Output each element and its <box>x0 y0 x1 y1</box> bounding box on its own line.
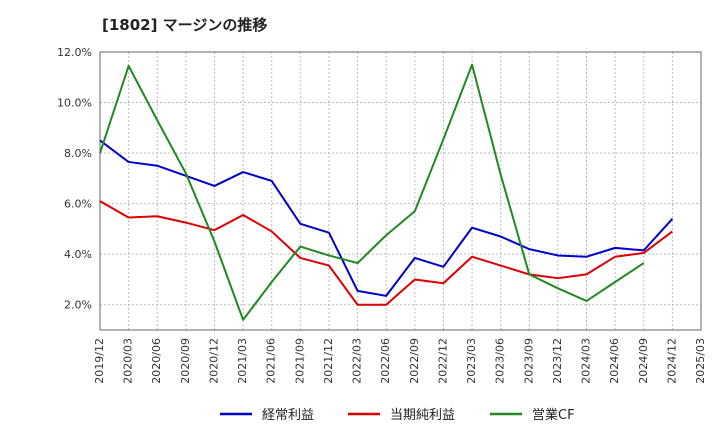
y-axis: 2.0% 4.0% 6.0% 8.0% 10.0% 12.0% <box>57 46 92 312</box>
legend: 経常利益 当期純利益 営業CF <box>220 407 575 423</box>
x-tick-label: 2024/09 <box>637 338 650 384</box>
x-tick-label: 2021/06 <box>265 338 278 384</box>
x-tick-label: 2020/03 <box>122 338 135 384</box>
x-tick-label: 2023/09 <box>522 338 535 384</box>
x-tick-label: 2023/03 <box>465 338 478 384</box>
chart-title: [1802] マージンの推移 <box>102 16 267 34</box>
y-tick-label: 6.0% <box>64 198 92 211</box>
series-line-経常利益 <box>99 139 674 297</box>
y-tick-label: 8.0% <box>64 147 92 160</box>
x-tick-label: 2021/03 <box>236 338 249 384</box>
x-tick-label: 2022/03 <box>351 338 364 384</box>
x-tick-label: 2022/12 <box>436 338 449 384</box>
x-tick-label: 2022/06 <box>379 338 392 384</box>
x-tick-label: 2019/12 <box>93 338 106 384</box>
x-tick-label: 2023/06 <box>494 338 507 384</box>
legend-label: 当期純利益 <box>390 408 455 423</box>
y-tick-label: 10.0% <box>57 97 92 110</box>
series-line-営業CF <box>99 63 645 321</box>
series-lines <box>99 63 674 321</box>
y-tick-label: 4.0% <box>64 248 92 261</box>
legend-label: 営業CF <box>532 407 575 423</box>
y-tick-label: 2.0% <box>64 299 92 312</box>
series-line-当期純利益 <box>99 200 673 306</box>
legend-label: 経常利益 <box>262 408 314 423</box>
y-tick-label: 12.0% <box>57 46 92 59</box>
x-tick-label: 2020/12 <box>207 338 220 384</box>
x-tick-label: 2020/09 <box>179 338 192 384</box>
x-tick-label: 2022/09 <box>408 338 421 384</box>
grid-lines <box>99 51 702 330</box>
x-tick-label: 2025/03 <box>694 338 707 384</box>
x-tick-label: 2024/03 <box>580 338 593 384</box>
x-tick-label: 2024/12 <box>665 338 678 384</box>
x-tick-label: 2021/12 <box>322 338 335 384</box>
plot-frame <box>99 51 702 331</box>
x-tick-label: 2023/12 <box>551 338 564 384</box>
x-tick-label: 2021/09 <box>293 338 306 384</box>
x-tick-label: 2020/06 <box>150 338 163 384</box>
x-tick-label: 2024/06 <box>608 338 621 384</box>
x-axis: 2019/12 2020/03 2020/06 2020/09 2020/12 2021/… <box>93 338 707 384</box>
